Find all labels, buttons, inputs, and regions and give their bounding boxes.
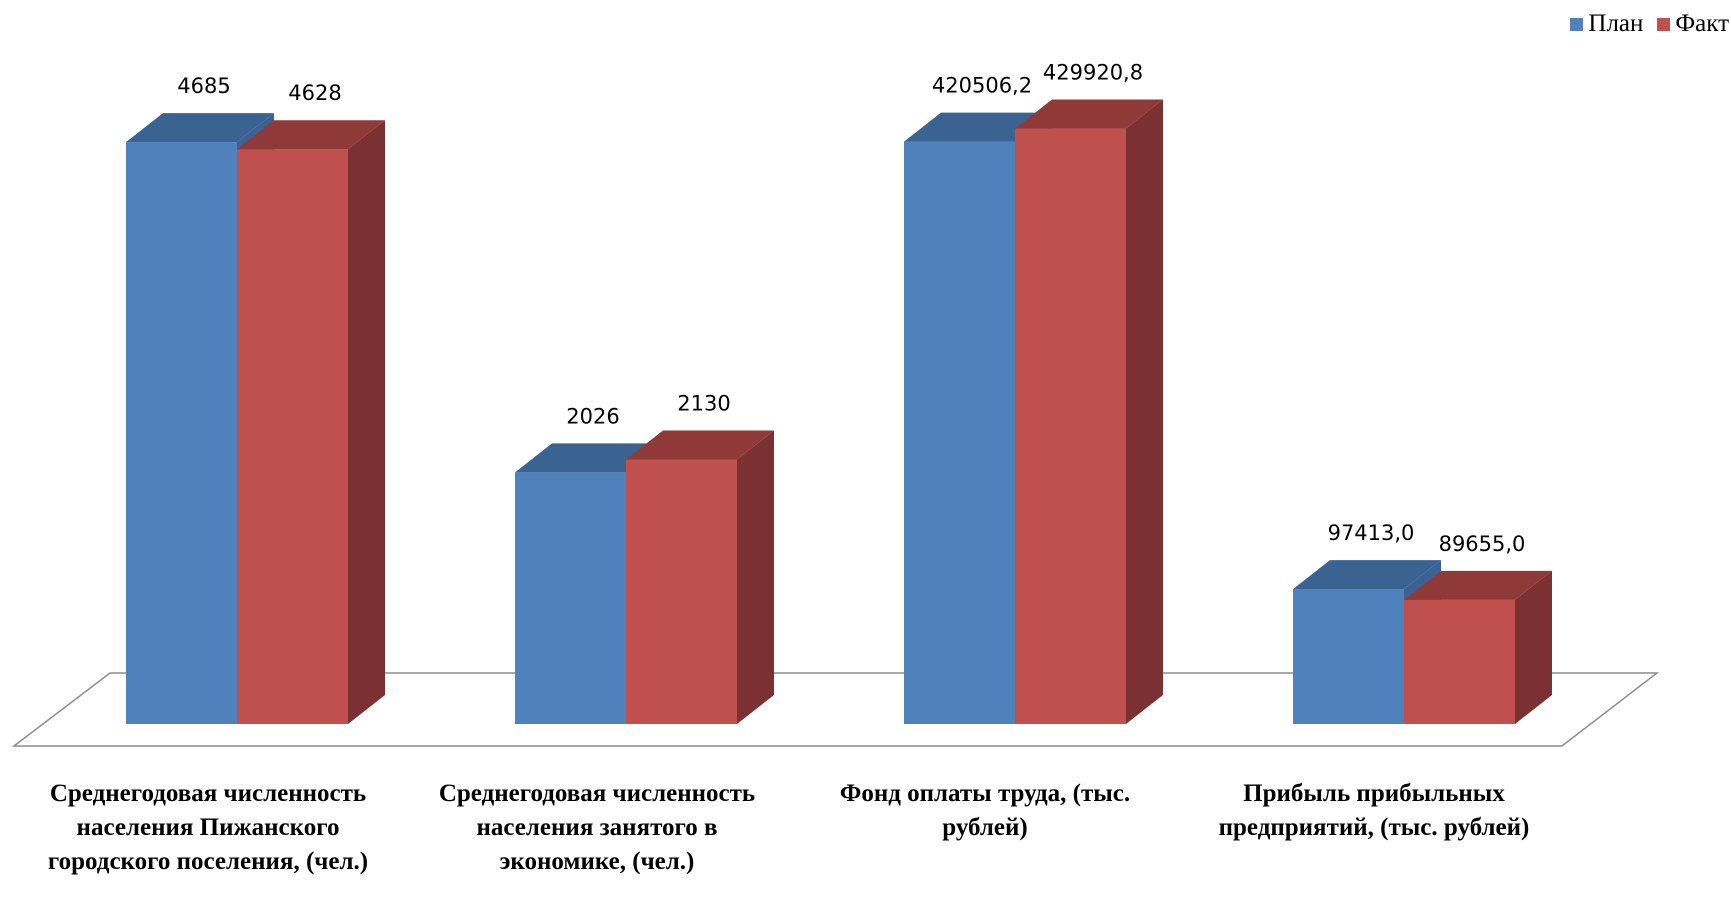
bar-group (126, 99, 1552, 725)
legend-swatch-fact (1657, 17, 1671, 31)
category-label-payroll: Фонд оплаты труда, (тыс. рублей) (839, 780, 1131, 841)
bar-fact-3 (1015, 128, 1126, 724)
bar-top-plan-4 (1293, 560, 1441, 590)
bar-plan-3 (904, 141, 1015, 725)
bar-plan-4 (1293, 589, 1404, 724)
bar-top-fact-1 (237, 120, 385, 150)
category-label-profit: Прибыль прибыльных предприятий, (тыс. ру… (1218, 780, 1530, 841)
bar-side-fact-3 (1126, 99, 1163, 724)
value-label-fact-2: 2130 (677, 391, 730, 415)
bar-plan-1 (126, 142, 237, 725)
value-label-fact-3: 429920,8 (1043, 61, 1143, 85)
chart-floor (11, 672, 1660, 747)
bar-top-fact-3 (1015, 99, 1163, 129)
bar-plan-2 (515, 472, 626, 724)
bar-fact-4 (1404, 599, 1515, 724)
value-label-plan-3: 420506,2 (932, 74, 1032, 98)
value-label-fact-1: 4628 (288, 81, 341, 105)
bar-fact-2 (626, 459, 737, 724)
category-label-employed: Среднегодовая численность населения заня… (438, 780, 756, 875)
bar-side-fact-4 (1515, 570, 1552, 724)
bar-side-fact-2 (737, 430, 774, 724)
value-label-group: 4685 4628 2026 2130 420506,2 429920,8 97413,0 8… (177, 61, 1525, 556)
legend-item-fact: Факт (1657, 10, 1729, 38)
value-label-plan-1: 4685 (177, 74, 230, 98)
bar-fact-1 (237, 149, 348, 724)
category-label-population: Среднегодовая численность населения Пижа… (47, 780, 369, 875)
bar-side-fact-1 (348, 120, 385, 725)
legend-label-plan: План (1588, 10, 1644, 37)
value-label-plan-4: 97413,0 (1328, 521, 1415, 545)
value-label-plan-2: 2026 (566, 404, 619, 428)
legend-swatch-plan (1570, 17, 1584, 31)
legend-item-plan: План (1570, 10, 1643, 38)
bar-top-plan-1 (126, 113, 274, 143)
legend-label-fact: Факт (1675, 10, 1729, 37)
value-label-fact-4: 89655,0 (1439, 532, 1526, 556)
bar-top-fact-2 (626, 430, 774, 460)
bar-top-fact-4 (1404, 570, 1552, 600)
legend: План Факт (1556, 10, 1729, 38)
